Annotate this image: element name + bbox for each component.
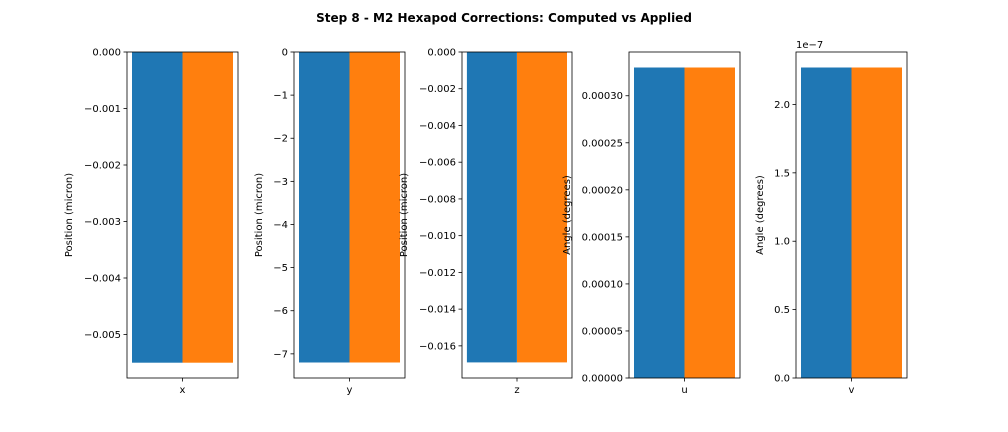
- y-tick-label: 0.000: [92, 48, 121, 59]
- x-tick-label: v: [849, 385, 855, 396]
- y-tick-label: −0.004: [419, 121, 456, 132]
- y-tick-label: −1: [273, 91, 288, 102]
- subplot-x: 0.000 −0.001 −0.002 −0.003 −0.004 −0.005 x Posi…: [64, 48, 239, 396]
- bar-u-computed: [634, 67, 685, 378]
- bar-z-computed: [466, 52, 517, 363]
- subplot-v: 0.0 0.5 1.0 1.5 2.0 v Angle (degrees) 1e−7: [755, 40, 908, 396]
- x-tick-label: x: [180, 385, 186, 396]
- y-tick-label: −0.010: [419, 231, 456, 242]
- y-tick-label: −0.004: [84, 273, 121, 284]
- subplot-u: 0.00000 0.00005 0.00010 0.00015 0.00020 0.000…: [562, 51, 741, 396]
- y-tick-label: −2: [273, 134, 288, 145]
- y-tick-label: 0.00025: [582, 138, 623, 149]
- y-tick-label: −5: [273, 263, 288, 274]
- y-tick-label: 0.00005: [582, 326, 623, 337]
- y-axis-label: Position (micron): [399, 173, 410, 257]
- bar-v-applied: [851, 67, 902, 378]
- y-tick-label: −7: [273, 349, 288, 360]
- y-tick-label: 0.00030: [582, 91, 623, 102]
- bar-z-applied: [517, 52, 567, 363]
- figure-title: Step 8 - M2 Hexapod Corrections: Compute…: [316, 11, 692, 25]
- y-tick-label: 0.00000: [582, 374, 623, 385]
- y-tick-label: −0.016: [419, 341, 456, 352]
- y-tick-label: −0.014: [419, 305, 456, 316]
- y-tick-label: −0.002: [84, 160, 121, 171]
- bar-x-computed: [132, 52, 183, 363]
- subplot-y: 0 −1 −2 −3 −4 −5 −6 −7 y Position (micron): [254, 48, 406, 396]
- y-tick-label: 0.00020: [582, 185, 623, 196]
- y-tick-label: −0.001: [84, 104, 121, 115]
- y-tick-label: 0.000: [427, 48, 456, 59]
- y-offset-label: 1e−7: [796, 40, 823, 51]
- y-tick-label: 0.5: [774, 305, 790, 316]
- y-tick-label: 1.0: [774, 237, 790, 248]
- x-tick-label: y: [347, 385, 353, 396]
- subplots: 0.000 −0.001 −0.002 −0.003 −0.004 −0.005 x Posi…: [64, 40, 908, 396]
- y-axis-label: Position (micron): [254, 173, 265, 257]
- y-axis-label: Position (micron): [64, 173, 75, 257]
- y-tick-label: −4: [273, 220, 288, 231]
- y-tick-label: −0.002: [419, 84, 456, 95]
- y-tick-label: 0: [282, 48, 288, 59]
- y-axis-label: Angle (degrees): [755, 175, 766, 255]
- y-tick-label: −0.006: [419, 158, 456, 169]
- y-tick-label: −0.005: [84, 330, 121, 341]
- y-axis-label: Angle (degrees): [562, 175, 573, 255]
- bar-y-applied: [349, 52, 400, 363]
- y-tick-label: 2.0: [774, 100, 790, 111]
- y-tick-label: −0.012: [419, 268, 456, 279]
- x-tick-label: z: [514, 385, 519, 396]
- bar-u-applied: [684, 67, 735, 378]
- y-tick-label: −0.003: [84, 217, 121, 228]
- y-tick-label: −6: [273, 306, 288, 317]
- x-tick-label: u: [681, 385, 687, 396]
- bar-y-computed: [299, 52, 350, 363]
- y-tick-label: 0.0: [774, 374, 790, 385]
- bar-x-applied: [182, 52, 233, 363]
- bar-v-computed: [801, 67, 852, 378]
- y-tick-label: 0.00015: [582, 232, 623, 243]
- subplot-z: 0.000 −0.002 −0.004 −0.006 −0.008 −0.010 −0.01…: [399, 48, 573, 396]
- y-tick-label: −3: [273, 177, 288, 188]
- y-tick-label: 1.5: [774, 168, 790, 179]
- y-tick-label: 0.00010: [582, 279, 623, 290]
- y-tick-label: −0.008: [419, 194, 456, 205]
